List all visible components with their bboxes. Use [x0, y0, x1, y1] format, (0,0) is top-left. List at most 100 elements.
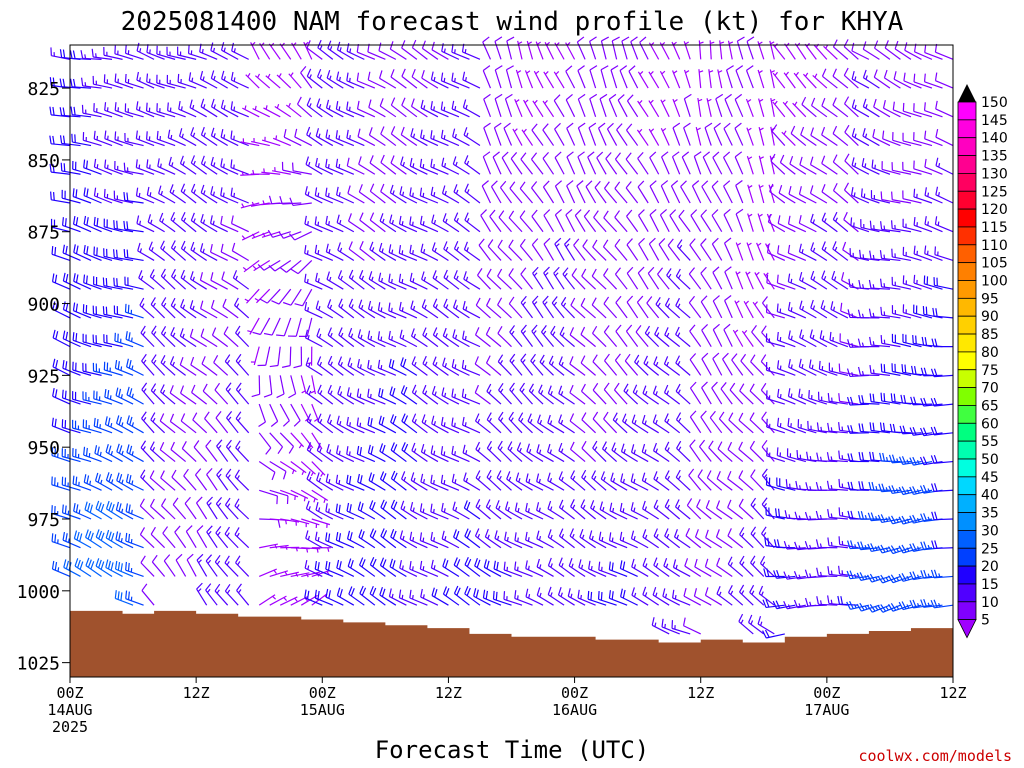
wind-barb — [515, 472, 533, 491]
wind-barb — [832, 125, 849, 147]
wind-barb — [688, 267, 702, 290]
wind-barb — [615, 324, 628, 347]
colorbar-swatch — [957, 583, 977, 603]
wind-barb — [808, 359, 828, 376]
wind-barb — [666, 268, 681, 290]
wind-barb — [745, 65, 754, 89]
wind-barb — [519, 382, 533, 405]
wind-barb — [558, 528, 575, 549]
wind-barb — [831, 270, 849, 290]
wind-barb — [388, 588, 407, 606]
wind-barb — [902, 218, 922, 233]
wind-barb — [903, 72, 922, 89]
wind-barb — [346, 157, 365, 175]
colorbar-swatch — [957, 262, 977, 281]
wind-barb — [231, 242, 250, 261]
wind-barb — [592, 382, 607, 405]
wind-barb — [62, 272, 81, 290]
wind-barb — [711, 237, 723, 261]
wind-barb — [139, 498, 155, 520]
wind-barb — [570, 297, 586, 319]
wind-barb — [379, 557, 397, 577]
wind-barb — [581, 268, 597, 290]
wind-barb — [140, 555, 155, 577]
wind-barb — [400, 126, 418, 147]
wind-barb — [547, 557, 565, 577]
wind-barb — [52, 358, 71, 376]
wind-barb — [300, 375, 307, 394]
wind-barb — [746, 36, 755, 60]
wind-barb — [220, 99, 239, 118]
wind-barb — [581, 440, 597, 462]
wind-barb — [346, 416, 365, 434]
wind-barb — [278, 231, 302, 239]
wind-barb — [123, 249, 144, 262]
wind-barb — [192, 412, 208, 434]
wind-barb — [783, 71, 796, 89]
wind-barb — [367, 71, 386, 89]
wind-barb — [82, 419, 102, 434]
wind-barb — [542, 100, 555, 118]
wind-barb — [641, 472, 659, 491]
wind-barb — [536, 530, 554, 549]
wind-barb — [873, 69, 891, 89]
wind-barb — [697, 97, 703, 117]
wind-barb — [514, 561, 533, 578]
wind-barb — [861, 157, 880, 175]
wind-barb — [657, 267, 670, 290]
wind-barb — [681, 151, 691, 175]
wind-barb — [547, 586, 565, 606]
colorbar-label: 65 — [981, 398, 999, 414]
wind-barb — [777, 215, 796, 233]
wind-barb — [398, 245, 418, 262]
wind-barb — [699, 439, 712, 462]
wind-barb — [380, 183, 397, 204]
wind-barb — [252, 259, 271, 272]
wind-barb — [874, 40, 891, 60]
wind-barb — [325, 588, 344, 606]
wind-barb — [533, 70, 544, 89]
wind-barb — [524, 70, 534, 89]
wind-barb — [930, 599, 954, 609]
wind-barb — [401, 97, 418, 118]
wind-barb — [409, 272, 428, 290]
wind-barb — [776, 477, 796, 491]
wind-barb — [230, 71, 249, 89]
wind-barb — [883, 69, 901, 89]
wind-barb — [700, 209, 712, 233]
wind-barb — [587, 590, 607, 606]
colorbar-label: 105 — [981, 256, 1008, 272]
wind-barb — [177, 46, 197, 60]
wind-barb — [368, 99, 386, 118]
wind-barb — [588, 122, 597, 146]
wind-barb — [283, 128, 302, 147]
wind-barb — [138, 270, 155, 290]
wind-barb — [902, 275, 922, 290]
wind-barb — [388, 273, 407, 290]
wind-barb — [305, 500, 323, 520]
wind-barb — [325, 158, 344, 175]
wind-barb — [671, 70, 681, 89]
wind-barb — [558, 471, 575, 491]
wind-barb — [798, 358, 817, 376]
wind-barb — [725, 65, 734, 89]
wind-barb — [368, 127, 386, 147]
wind-barb — [190, 127, 207, 147]
wind-barb — [464, 528, 481, 549]
wind-barb — [200, 213, 218, 233]
wind-barb — [325, 99, 344, 118]
wind-barb — [367, 444, 386, 463]
wind-barb — [924, 187, 943, 204]
wind-barb — [663, 558, 681, 577]
wind-barb — [390, 155, 407, 175]
wind-barb — [73, 530, 92, 549]
wind-barb — [358, 156, 376, 175]
wind-barb — [85, 529, 102, 549]
wind-barb — [510, 152, 523, 175]
wind-barb — [247, 317, 260, 335]
wind-barb — [254, 288, 271, 304]
wind-barb — [279, 259, 302, 273]
wind-barb — [617, 94, 628, 118]
wind-barb — [160, 240, 176, 261]
wind-barb — [95, 529, 113, 549]
